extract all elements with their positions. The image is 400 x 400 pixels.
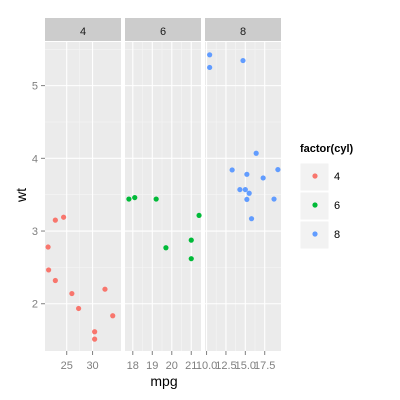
data-point [253,150,259,156]
data-point [207,52,213,58]
data-point [46,267,52,273]
data-point [244,196,250,203]
data-point [188,237,194,243]
data-point [196,212,202,219]
data-point [126,196,132,202]
panel-background [45,42,121,351]
data-point [69,290,75,297]
data-point [260,175,266,181]
data-point [52,277,58,284]
data-point [45,244,51,250]
data-point [102,286,108,292]
x-axis-title: mpg [150,373,177,389]
x-tick-label: 20 [166,360,178,372]
data-point [92,329,98,335]
facet-panel-8: 8 10.012.515.017.5 [196,18,281,372]
panel-background [205,42,281,351]
legend-key-dot [312,231,318,237]
legend-label: 6 [334,200,340,212]
data-point [248,216,255,222]
y-axis-title: wt [13,188,29,203]
legend: factor(cyl) 4 6 8 [299,143,354,250]
facet-strip [205,18,281,41]
x-tick-label: 21 [185,360,197,372]
y-tick-label: 3 [32,226,38,238]
data-point [244,171,250,177]
facet-panels: 4 25 30 6 18 19 20 21 8 10.012.515.017.5 [45,18,281,372]
data-point [52,217,58,223]
panel-background [125,42,201,351]
y-tick-label: 2 [32,299,38,311]
facet-strip-label: 8 [240,26,246,38]
data-point [275,166,281,173]
legend-item-6: 6 [299,191,340,221]
data-point [246,190,252,196]
legend-title: factor(cyl) [300,143,354,155]
data-point [163,245,169,251]
data-point [240,57,246,64]
data-point [132,194,138,201]
x-tick-label: 15.0 [235,360,256,372]
x-tick-label: 19 [146,360,158,372]
data-point [76,305,82,312]
legend-key-dot [312,173,318,179]
data-point [61,214,67,220]
facet-panel-6: 6 18 19 20 21 [125,18,202,372]
x-tick-label: 17.5 [254,360,275,372]
data-point [237,186,243,193]
y-tick-label: 4 [32,153,38,165]
y-axis: 2 3 4 5 [32,81,45,311]
data-point [242,186,248,193]
x-tick-label: 12.5 [215,360,236,372]
facet-strip-label: 6 [160,26,166,38]
data-point [110,313,116,319]
legend-label: 8 [334,229,340,241]
x-tick-label: 25 [61,360,73,372]
data-point [271,196,277,202]
x-tick-label: 18 [127,360,139,372]
facet-strip [45,18,121,41]
facet-strip [125,18,201,41]
data-point [229,167,235,173]
data-point [188,256,194,262]
legend-item-8: 8 [299,220,340,250]
y-tick-label: 5 [32,81,38,93]
legend-label: 4 [334,171,340,183]
facet-panel-4: 4 25 30 [45,18,121,372]
data-point [153,196,159,202]
facet-strip-label: 4 [80,26,86,38]
x-tick-label: 30 [86,360,98,372]
data-point [207,64,213,71]
legend-item-4: 4 [299,162,340,192]
x-tick-label: 10.0 [196,360,217,372]
data-point [92,336,98,342]
legend-key-dot [312,202,318,208]
